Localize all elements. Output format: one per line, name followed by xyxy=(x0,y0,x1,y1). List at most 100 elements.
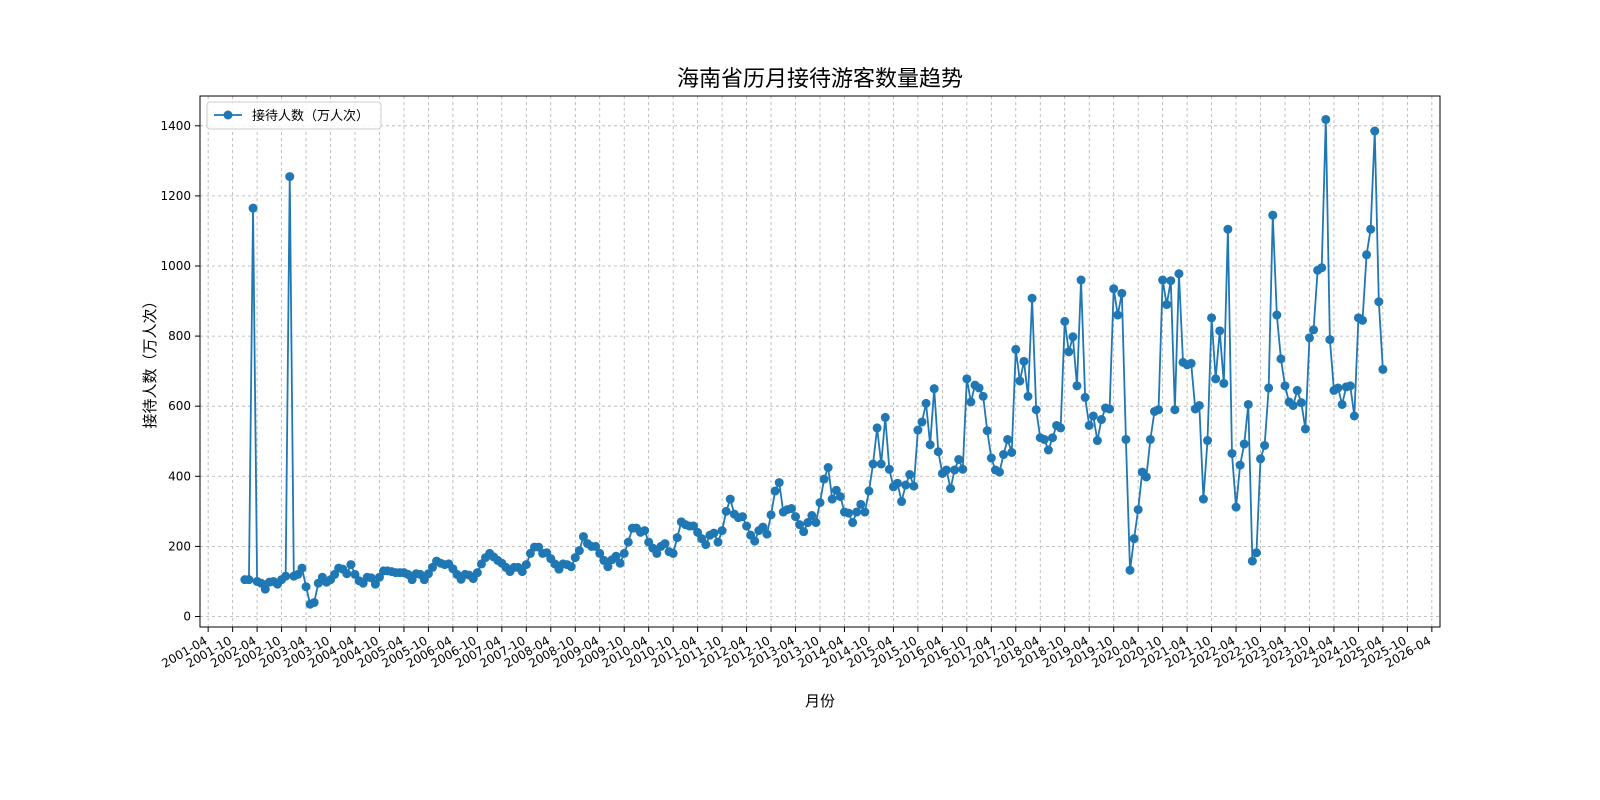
legend: 接待人数（万人次） xyxy=(206,101,382,130)
data-point xyxy=(986,453,996,463)
legend-marker-swatch xyxy=(223,110,233,120)
data-point xyxy=(815,498,825,508)
data-point xyxy=(595,548,605,558)
data-point xyxy=(1072,381,1082,391)
data-point xyxy=(1198,494,1208,504)
data-point xyxy=(1011,344,1021,354)
data-point xyxy=(713,537,723,547)
data-point xyxy=(1133,505,1143,515)
data-point xyxy=(717,526,727,536)
data-point xyxy=(897,497,907,507)
data-point xyxy=(1231,502,1241,512)
data-point xyxy=(762,529,772,539)
data-point xyxy=(1333,383,1343,393)
data-point xyxy=(1007,447,1017,457)
data-point xyxy=(611,551,621,561)
data-point xyxy=(1129,534,1139,544)
data-point xyxy=(929,384,939,394)
data-point xyxy=(807,511,817,521)
data-point xyxy=(848,518,858,528)
data-point xyxy=(750,536,760,546)
data-point xyxy=(835,492,845,502)
data-point xyxy=(1276,354,1286,364)
data-point xyxy=(652,548,662,558)
data-point xyxy=(1048,433,1057,443)
data-point xyxy=(925,440,935,450)
data-point xyxy=(1109,284,1119,294)
data-point xyxy=(1117,288,1127,298)
data-point xyxy=(1068,332,1078,342)
data-point xyxy=(1174,269,1184,279)
data-point xyxy=(1039,434,1049,444)
data-point xyxy=(1125,565,1135,575)
data-point xyxy=(1256,454,1266,464)
data-point xyxy=(1154,405,1164,415)
data-point xyxy=(941,465,951,475)
data-point xyxy=(844,508,854,518)
data-point xyxy=(1219,378,1229,388)
data-point xyxy=(472,568,482,578)
y-tick-label: 600 xyxy=(168,399,191,413)
data-point xyxy=(1292,385,1302,395)
data-point xyxy=(301,582,311,592)
data-point xyxy=(962,374,972,384)
data-point xyxy=(933,447,943,457)
data-point xyxy=(1113,310,1123,320)
data-point xyxy=(1243,399,1253,409)
data-point xyxy=(803,518,813,528)
data-point xyxy=(1309,325,1319,335)
data-point xyxy=(1203,436,1212,446)
data-point xyxy=(819,474,829,484)
data-point xyxy=(1043,445,1053,455)
data-point xyxy=(1080,392,1090,402)
data-point xyxy=(811,518,821,528)
data-point xyxy=(1088,411,1098,421)
data-point xyxy=(893,478,902,488)
data-point xyxy=(978,391,988,401)
data-point xyxy=(1370,126,1380,136)
data-point xyxy=(1096,415,1106,425)
data-point xyxy=(766,510,776,520)
data-point xyxy=(640,526,650,536)
data-point xyxy=(297,563,307,573)
data-point xyxy=(591,541,601,551)
data-point xyxy=(1317,263,1327,273)
data-point xyxy=(913,425,923,435)
data-point xyxy=(786,504,796,514)
data-point xyxy=(1019,356,1029,366)
data-point xyxy=(852,507,862,517)
data-point xyxy=(1223,224,1233,234)
data-point xyxy=(1121,434,1131,444)
data-point xyxy=(864,486,874,496)
data-point xyxy=(1247,556,1257,566)
y-tick-label: 800 xyxy=(168,329,191,343)
data-point xyxy=(1358,315,1367,325)
data-point xyxy=(823,463,833,473)
data-point xyxy=(1260,440,1270,450)
data-point xyxy=(1076,275,1086,285)
data-point xyxy=(725,494,735,504)
data-point xyxy=(1170,405,1180,415)
data-point xyxy=(770,486,780,496)
data-point xyxy=(950,465,960,475)
data-point xyxy=(856,499,866,509)
data-point xyxy=(1031,405,1041,415)
data-point xyxy=(603,562,613,572)
data-point xyxy=(1194,400,1204,410)
data-point xyxy=(1288,400,1298,410)
data-point xyxy=(1374,297,1384,307)
data-point xyxy=(860,507,870,517)
data-point xyxy=(623,537,633,547)
data-point xyxy=(1215,326,1225,336)
data-point xyxy=(1207,313,1217,323)
data-point xyxy=(958,464,968,474)
data-point xyxy=(827,494,837,504)
data-point xyxy=(1272,310,1282,320)
data-point xyxy=(1325,335,1335,345)
data-point xyxy=(1060,316,1070,326)
data-point xyxy=(868,459,878,469)
data-point xyxy=(1105,404,1115,414)
y-tick-label: 400 xyxy=(168,469,191,483)
y-tick-label: 1200 xyxy=(160,189,191,203)
